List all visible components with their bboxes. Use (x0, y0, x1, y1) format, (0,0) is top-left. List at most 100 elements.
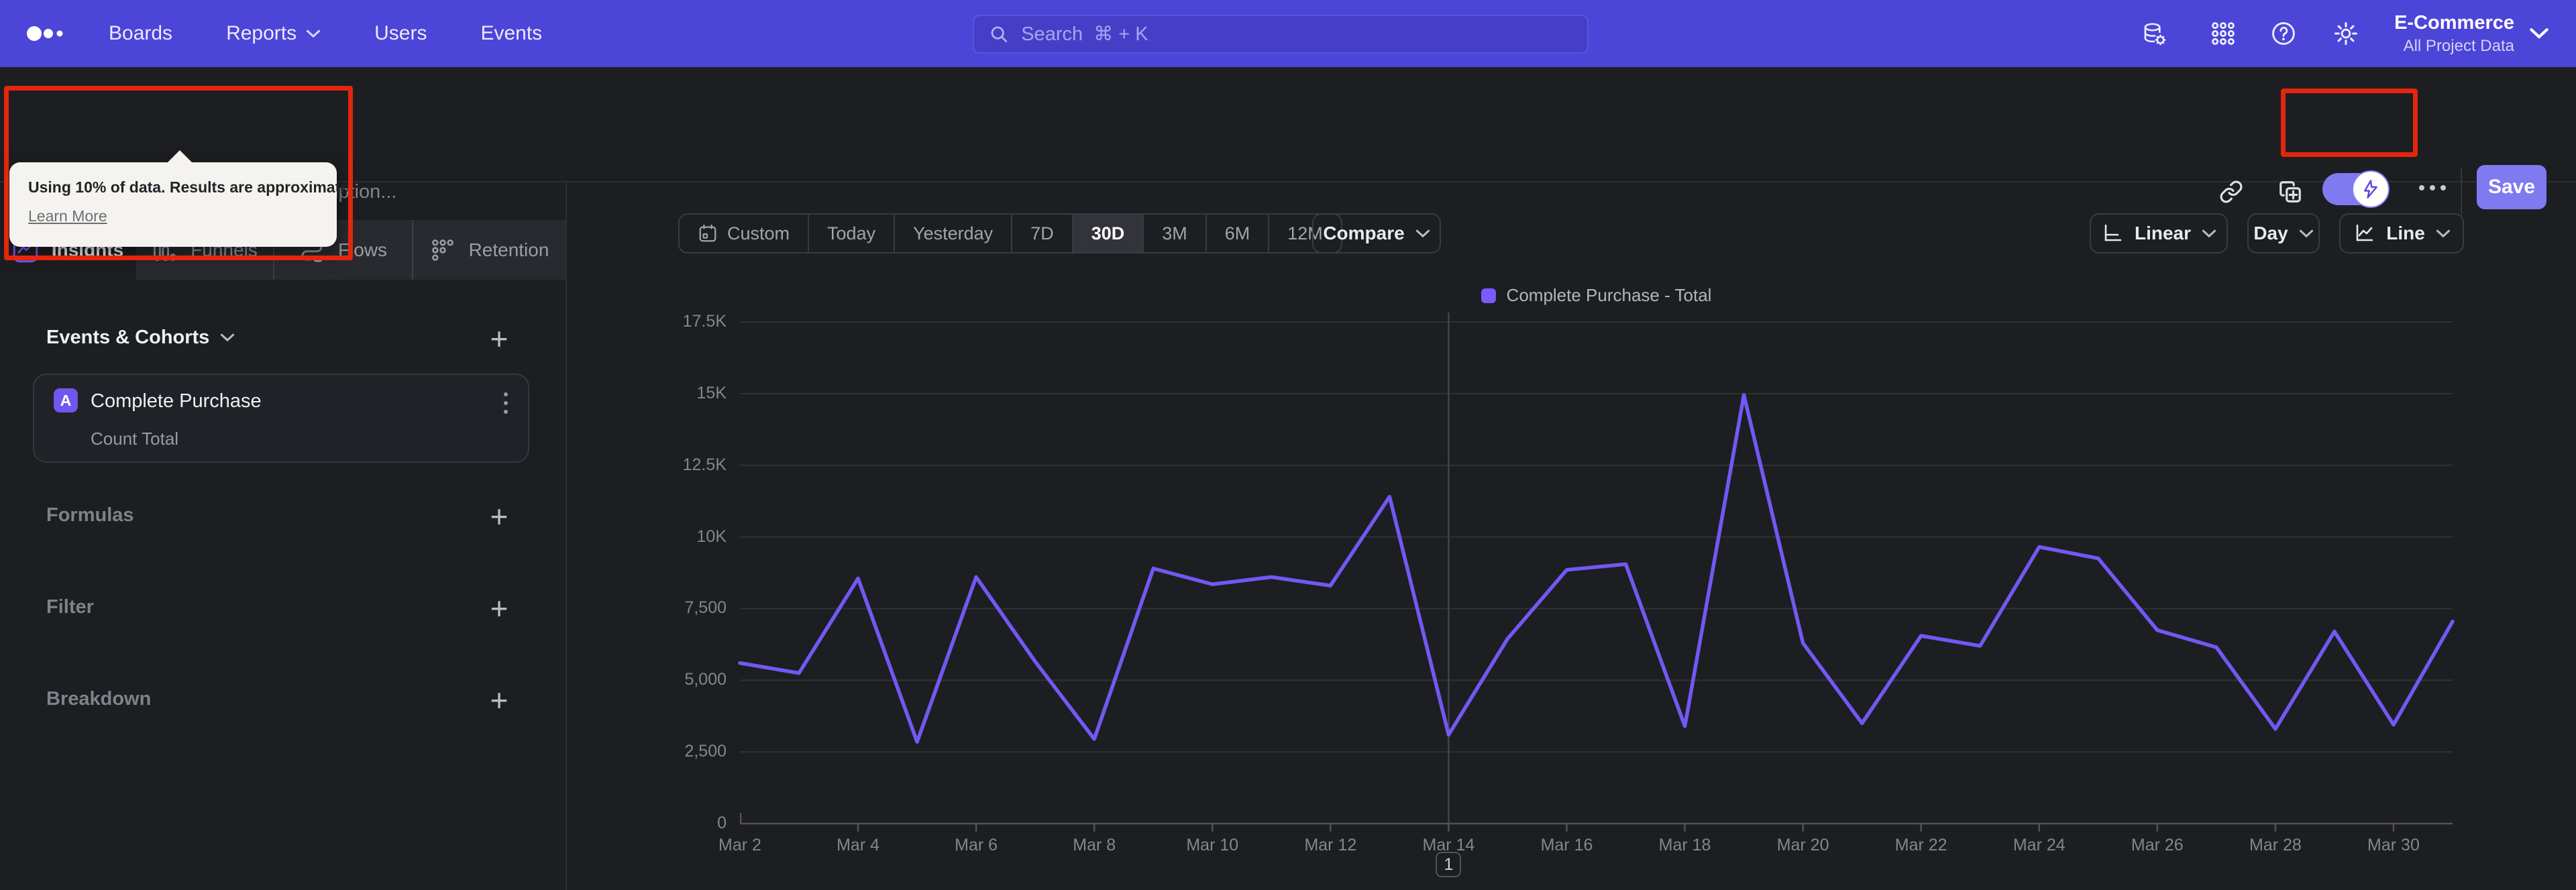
y-tick-label: 15K (696, 383, 727, 402)
sidebar-divider (566, 182, 567, 890)
data-management-icon[interactable] (2141, 21, 2167, 46)
y-tick-label: 5,000 (684, 670, 727, 689)
range-label: 12M (1287, 223, 1323, 243)
tooltip-text: Using 10% of data. Results are approxima… (28, 178, 354, 196)
date-range-control: Custom Today Yesterday 7D 30D 3M 6M 12M (678, 213, 1342, 254)
nav-item-label: Reports (226, 22, 297, 44)
line-chart-icon (2356, 224, 2373, 241)
compare-label: Compare (1323, 223, 1405, 243)
legend-swatch (1481, 288, 1496, 303)
nav-item-reports[interactable]: Reports (226, 22, 321, 45)
range-7d[interactable]: 7D (1011, 215, 1072, 252)
event-name[interactable]: Complete Purchase (91, 390, 262, 412)
add-event-button[interactable]: + (480, 320, 518, 357)
range-today[interactable]: Today (808, 215, 894, 252)
range-6m[interactable]: 6M (1205, 215, 1269, 252)
tab-label: Retention (468, 239, 549, 260)
range-label: 3M (1162, 223, 1187, 243)
tooltip-learn-more-link[interactable]: Learn More (28, 207, 107, 225)
add-to-board-icon[interactable] (2278, 180, 2302, 204)
range-3m[interactable]: 3M (1142, 215, 1205, 252)
annotation-badge[interactable]: 1 (1436, 852, 1462, 877)
nav-item-users[interactable]: Users (374, 22, 427, 45)
event-card[interactable]: A Complete Purchase Count Total (33, 374, 529, 463)
formulas-label: Formulas (46, 504, 134, 526)
report-toolbar: Untitled Sampled + Add description... Sa… (0, 67, 2576, 216)
project-name: E-Commerce (2394, 11, 2514, 34)
range-12m[interactable]: 12M (1268, 215, 1341, 252)
event-letter-badge: A (54, 388, 78, 412)
add-filter-button[interactable]: + (480, 590, 518, 627)
formulas-section: Formulas + (0, 499, 566, 534)
nav-items: Boards Reports Users Events (109, 0, 542, 67)
search-icon (991, 26, 1008, 43)
legend-label: Complete Purchase - Total (1506, 285, 1712, 305)
interval-dropdown[interactable]: Day (2247, 213, 2320, 254)
section-title: Events & Cohorts (46, 327, 210, 348)
y-tick-label: 0 (717, 814, 727, 832)
chevron-down-icon (2202, 229, 2216, 237)
chevron-down-icon (2436, 229, 2450, 237)
events-cohorts-section: Events & Cohorts + (0, 321, 566, 356)
range-label: Yesterday (913, 223, 994, 243)
y-tick-label: 2,500 (684, 742, 727, 761)
x-tick-label: Mar 28 (2249, 836, 2302, 854)
settings-gear-icon[interactable] (2333, 21, 2359, 46)
toggle-knob (2352, 170, 2390, 208)
line-chart[interactable]: 0 2,500 5,000 7,500 10K 12.5K 15K 17.5K Mar 2 Ma… (683, 312, 2455, 877)
nav-item-events[interactable]: Events (480, 22, 542, 45)
range-label: 7D (1030, 223, 1054, 243)
more-options-icon[interactable] (2419, 185, 2446, 190)
x-tick-label: Mar 24 (2012, 836, 2065, 854)
nav-item-boards[interactable]: Boards (109, 22, 172, 45)
share-link-icon[interactable] (2219, 180, 2243, 204)
range-label: Custom (727, 223, 790, 243)
toolbar-divider (2461, 168, 2462, 216)
add-breakdown-button[interactable]: + (480, 681, 518, 719)
chart-plot-svg (738, 313, 2455, 832)
chevron-down-icon (307, 30, 321, 38)
x-tick-label: Mar 26 (2131, 836, 2184, 854)
chart-type-dropdown[interactable]: Line (2339, 213, 2464, 254)
add-formula-button[interactable]: + (480, 498, 518, 535)
y-tick-label: 7,500 (684, 598, 727, 618)
filter-section: Filter + (0, 591, 566, 626)
chevron-down-icon (2299, 229, 2313, 237)
range-label: 6M (1224, 223, 1250, 243)
project-switcher[interactable]: E-Commerce All Project Data (2394, 0, 2549, 67)
search-bar[interactable] (973, 15, 1589, 54)
chevron-down-icon (1415, 229, 1430, 237)
x-tick-label: Mar 30 (2367, 836, 2420, 854)
chart-type-label: Line (2386, 223, 2425, 243)
range-yesterday[interactable]: Yesterday (894, 215, 1011, 252)
tab-label: Flows (337, 239, 388, 260)
x-tick-label: Mar 18 (1658, 836, 1711, 854)
tab-retention[interactable]: Retention (412, 220, 566, 280)
calendar-icon (699, 224, 716, 242)
chevron-down-icon (221, 333, 235, 342)
breakdown-label: Breakdown (46, 688, 152, 710)
x-tick-label: Mar 10 (1186, 836, 1239, 854)
mixpanel-logo-icon[interactable] (27, 23, 70, 48)
y-tick-label: 17.5K (682, 312, 727, 331)
scale-dropdown[interactable]: Linear (2090, 213, 2228, 254)
range-30d[interactable]: 30D (1071, 215, 1143, 252)
x-tick-label: Mar 4 (837, 836, 880, 854)
y-tick-label: 10K (696, 526, 727, 546)
x-tick-label: Mar 6 (955, 836, 998, 854)
nav-item-label: Events (480, 22, 543, 44)
event-options-icon[interactable] (500, 388, 512, 418)
events-cohorts-label[interactable]: Events & Cohorts (46, 327, 235, 349)
x-tick-label: Mar 12 (1304, 836, 1357, 854)
save-button[interactable]: Save (2477, 165, 2546, 209)
help-icon[interactable] (2271, 21, 2296, 46)
tooltip-arrow (166, 150, 193, 164)
sampling-toggle[interactable] (2322, 170, 2390, 208)
chart-legend[interactable]: Complete Purchase - Total (740, 285, 2453, 306)
event-metric[interactable]: Count Total (91, 429, 179, 449)
search-input[interactable] (1021, 23, 1572, 46)
range-label: 30D (1091, 223, 1125, 243)
apps-grid-icon[interactable] (2210, 21, 2236, 46)
range-custom[interactable]: Custom (680, 215, 808, 252)
compare-button[interactable]: Compare (1312, 213, 1441, 254)
